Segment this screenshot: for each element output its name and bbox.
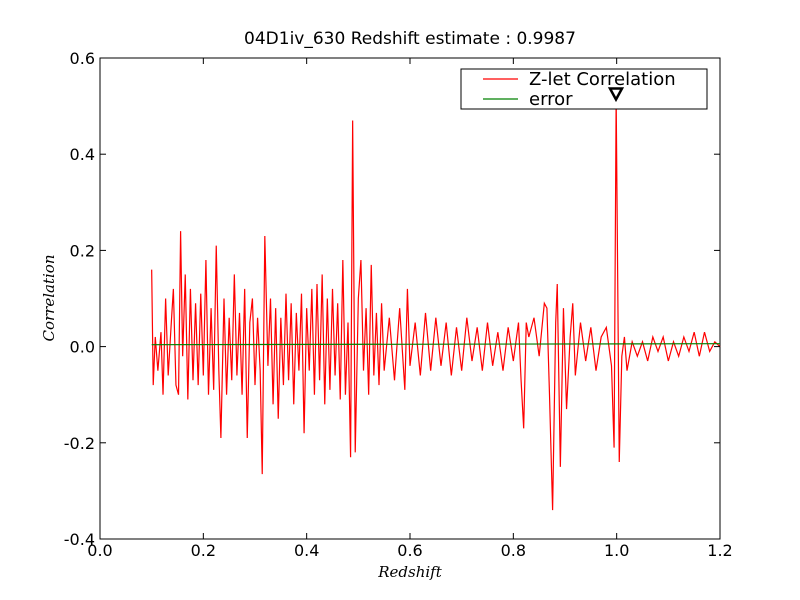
- plot-frame: [99, 57, 721, 540]
- y-tick-label: -0.4: [64, 530, 95, 549]
- series-line: [151, 343, 721, 346]
- x-axis-label: Redshift: [377, 563, 442, 581]
- x-tick-label: 0.8: [501, 541, 526, 560]
- x-tick-label: 0.0: [87, 541, 112, 560]
- y-tick-label: 0.6: [70, 49, 95, 68]
- y-tick-label: 0.2: [70, 241, 95, 260]
- x-tick-label: 1.2: [707, 541, 732, 560]
- peak-marker: [607, 87, 625, 103]
- legend-label: Z-let Correlation: [529, 69, 676, 90]
- series-line: [151, 96, 721, 511]
- x-tick-label: 0.4: [294, 541, 319, 560]
- y-axis-label: Correlation: [40, 255, 58, 342]
- y-tick-label: -0.2: [64, 434, 95, 453]
- plot-area: [151, 96, 721, 511]
- x-tick-label: 1.0: [604, 541, 629, 560]
- x-tick-label: 0.2: [191, 541, 216, 560]
- legend-label: error: [529, 89, 573, 110]
- y-tick-label: 0.0: [70, 338, 95, 357]
- y-tick-label: 0.4: [70, 145, 95, 164]
- legend-box: [460, 68, 708, 110]
- x-tick-label: 0.6: [397, 541, 422, 560]
- chart-title: 04D1iv_630 Redshift estimate : 0.9987: [244, 29, 576, 49]
